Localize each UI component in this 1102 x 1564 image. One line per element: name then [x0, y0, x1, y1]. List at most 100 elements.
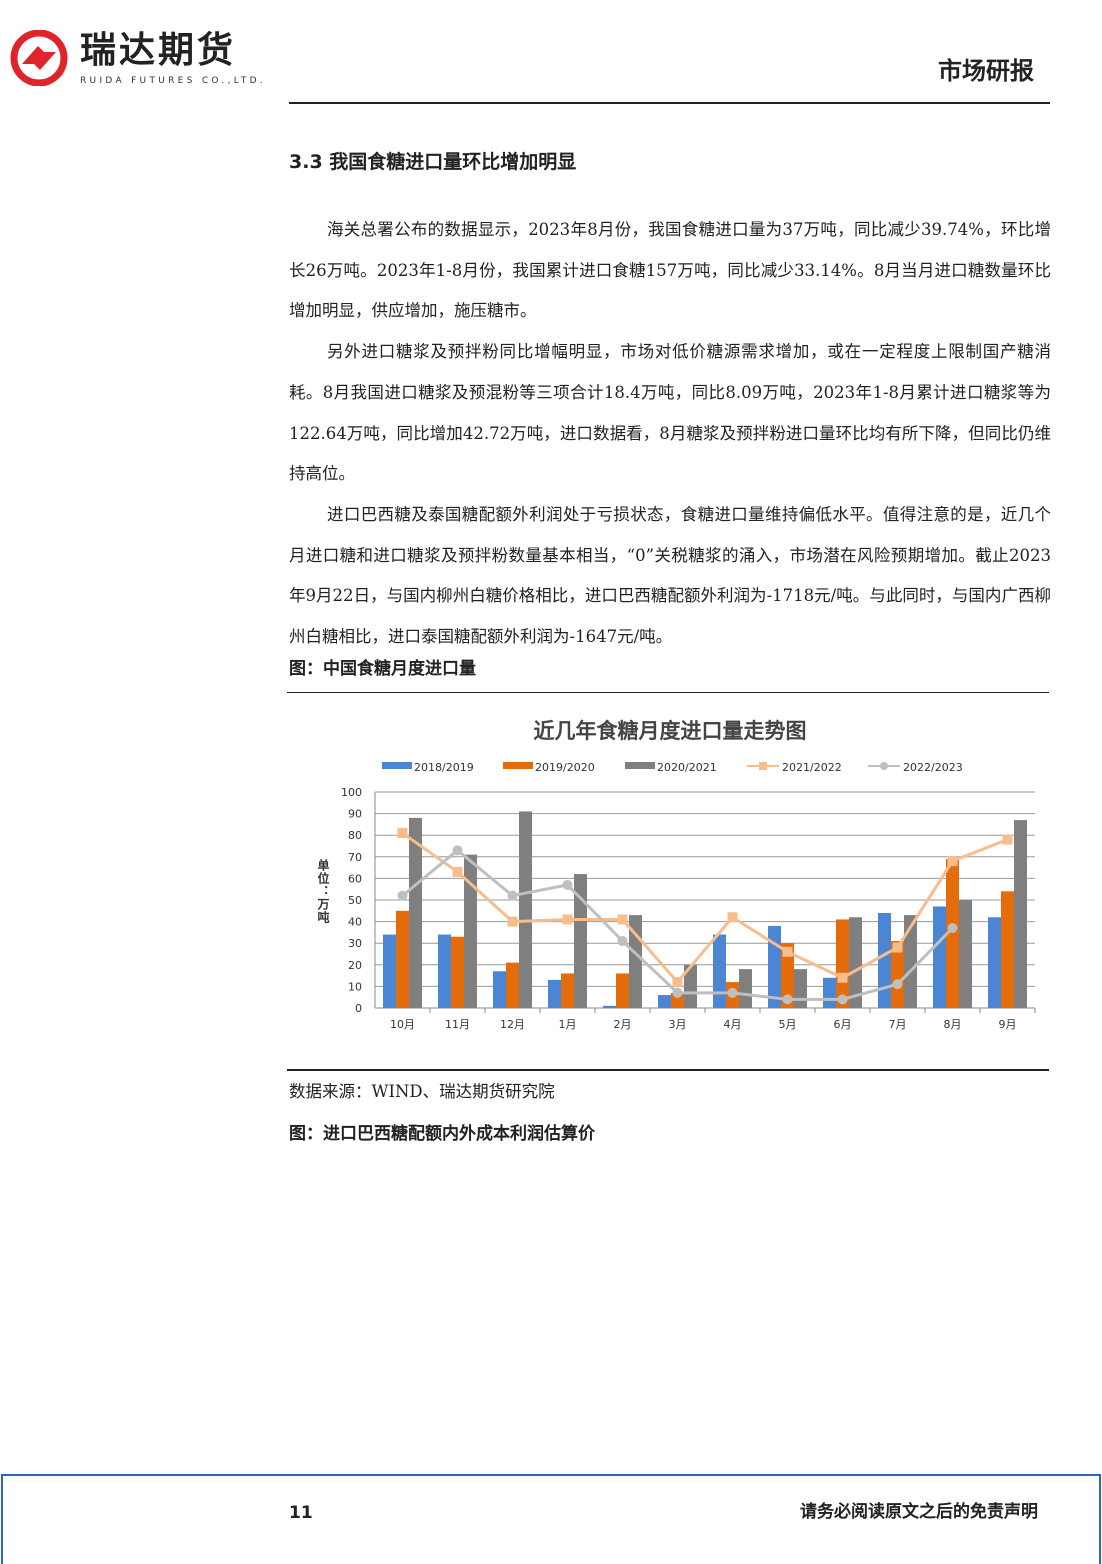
- logo-icon: [10, 30, 68, 86]
- y-tick-label: 80: [348, 829, 362, 842]
- data-source: 数据来源：WIND、瑞达期货研究院: [289, 1081, 555, 1101]
- point-2022-2023: [507, 890, 518, 901]
- point-2021-2022: [617, 914, 628, 925]
- figure-caption: 图：中国食糖月度进口量: [289, 658, 476, 679]
- y-tick-label: 0: [355, 1002, 362, 1015]
- bar-2020-2021: [849, 917, 862, 1009]
- legend-marker: [880, 762, 888, 771]
- bar-2020-2021: [464, 854, 477, 1009]
- point-2022-2023: [562, 880, 573, 891]
- bar-2020-2021: [739, 969, 752, 1009]
- point-2021-2022: [947, 856, 958, 867]
- point-2022-2023: [672, 988, 683, 999]
- legend-marker: [759, 762, 767, 771]
- logo-text: 瑞达期货: [80, 30, 237, 71]
- bar-2018-2019: [383, 934, 396, 1009]
- bar-2020-2021: [574, 874, 587, 1009]
- y-tick-label: 60: [348, 873, 362, 886]
- bar-2018-2019: [878, 913, 891, 1009]
- legend-label: 2018/2019: [414, 761, 474, 774]
- body-flow: 海关总署公布的数据显示，2023年8月份，我国食糖进口量为37万吨，同比减少39…: [287, 210, 1051, 1145]
- logo-subtext: RUIDA FUTURES CO.,LTD.: [80, 76, 267, 86]
- footer-box: [1, 1474, 1101, 1564]
- figure-bottom-rule: [287, 1069, 1049, 1071]
- y-tick-label: 100: [341, 786, 362, 799]
- bar-2019-2020: [561, 973, 574, 1009]
- bar-2020-2021: [519, 811, 532, 1009]
- bar-2018-2019: [823, 977, 836, 1009]
- bar-2018-2019: [548, 980, 561, 1009]
- y-axis-label: 单位：万吨: [316, 859, 330, 925]
- point-2021-2022: [507, 916, 518, 927]
- point-2021-2022: [562, 914, 573, 925]
- point-2021-2022: [727, 912, 738, 923]
- paragraph: 海关总署公布的数据显示，2023年8月份，我国食糖进口量为37万吨，同比减少39…: [289, 220, 1051, 321]
- y-tick-label: 50: [348, 894, 362, 907]
- point-2021-2022: [837, 972, 848, 983]
- section-title: 3.3 我国食糖进口量环比增加明显: [289, 151, 577, 173]
- bar-2018-2019: [713, 934, 726, 1009]
- legend-swatch: [503, 762, 533, 770]
- disclaimer: 请务必阅读原文之后的免责声明: [800, 1502, 1038, 1522]
- point-2022-2023: [837, 994, 848, 1005]
- bar-2019-2020: [506, 962, 519, 1009]
- x-tick-label: 11月: [445, 1018, 470, 1031]
- bar-2019-2020: [946, 859, 959, 1009]
- bar-2019-2020: [1001, 891, 1014, 1009]
- x-tick-label: 4月: [724, 1018, 742, 1031]
- bar-2020-2021: [684, 965, 697, 1009]
- y-tick-label: 40: [348, 916, 362, 929]
- point-2022-2023: [782, 994, 793, 1005]
- legend-label: 2020/2021: [657, 761, 717, 774]
- import-chart: 近几年食糖月度进口量走势图 2018/2019 2019/2020 2020/2021…: [341, 718, 1036, 1031]
- point-2021-2022: [397, 828, 408, 839]
- bar-2020-2021: [904, 915, 917, 1009]
- figure-caption: 图：进口巴西糖配额内外成本利润估算价: [289, 1123, 595, 1144]
- chart-title: 近几年食糖月度进口量走势图: [534, 718, 807, 743]
- bar-2018-2019: [438, 934, 451, 1009]
- line-2022-2023: [401, 848, 954, 1002]
- bar-2018-2019: [768, 926, 781, 1009]
- x-tick-label: 12月: [500, 1018, 525, 1031]
- point-2021-2022: [892, 942, 903, 953]
- legend-label: 2019/2020: [535, 761, 595, 774]
- bar-2019-2020: [836, 919, 849, 1009]
- point-2022-2023: [947, 923, 958, 934]
- point-2022-2023: [617, 936, 628, 947]
- y-tick-label: 90: [348, 808, 362, 821]
- bar-2019-2020: [451, 936, 464, 1009]
- bar-2018-2019: [988, 917, 1001, 1009]
- legend-label: 2021/2022: [782, 761, 842, 774]
- point-2022-2023: [727, 988, 738, 999]
- legend-swatch: [382, 762, 412, 770]
- x-tick-label: 10月: [390, 1018, 415, 1031]
- x-tick-label: 7月: [889, 1018, 907, 1031]
- bar-2019-2020: [396, 911, 409, 1009]
- x-tick-label: 3月: [669, 1018, 687, 1031]
- x-tick-label: 1月: [559, 1018, 577, 1031]
- x-tick-label: 8月: [944, 1018, 962, 1031]
- point-2021-2022: [452, 867, 463, 878]
- x-tick-label: 6月: [834, 1018, 852, 1031]
- paragraph: 另外进口糖浆及预拌粉同比增幅明显，市场对低价糖源需求增加，或在一定程度上限制国产…: [289, 342, 1051, 484]
- y-tick-label: 30: [348, 937, 362, 950]
- x-tick-label: 2月: [614, 1018, 632, 1031]
- legend-label: 2022/2023: [903, 761, 963, 774]
- point-2021-2022: [672, 977, 683, 988]
- point-2022-2023: [397, 890, 408, 901]
- bar-2019-2020: [891, 941, 904, 1009]
- bar-2018-2019: [933, 906, 946, 1009]
- bar-2020-2021: [409, 818, 422, 1009]
- header-divider: [289, 102, 1050, 104]
- point-2022-2023: [452, 845, 463, 856]
- x-tick-label: 9月: [999, 1018, 1017, 1031]
- chart-container: 近几年食糖月度进口量走势图 2018/2019 2019/2020 2020/2021…: [289, 693, 1051, 1069]
- y-tick-label: 70: [348, 851, 362, 864]
- point-2021-2022: [1002, 834, 1013, 845]
- y-tick-label: 20: [348, 959, 362, 972]
- bar-2019-2020: [616, 973, 629, 1009]
- line-2021-2022: [401, 832, 1009, 985]
- bar-2018-2019: [493, 971, 506, 1009]
- point-2022-2023: [892, 979, 903, 990]
- x-tick-label: 5月: [779, 1018, 797, 1031]
